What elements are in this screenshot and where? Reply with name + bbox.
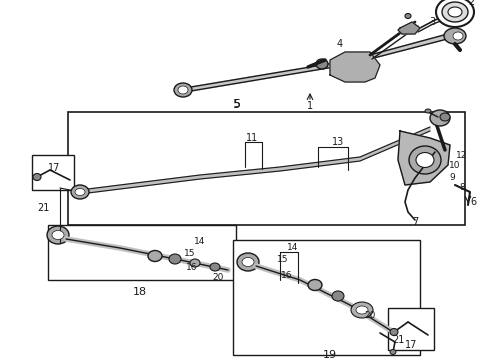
Text: 8: 8	[459, 183, 465, 192]
Text: 10: 10	[449, 162, 461, 171]
Ellipse shape	[308, 279, 322, 291]
Ellipse shape	[52, 230, 64, 239]
Text: 14: 14	[195, 238, 206, 247]
Ellipse shape	[356, 306, 368, 314]
Ellipse shape	[430, 110, 450, 126]
Text: 5: 5	[234, 99, 241, 109]
Ellipse shape	[210, 263, 220, 271]
Ellipse shape	[47, 226, 69, 244]
Ellipse shape	[190, 259, 200, 267]
Text: 19: 19	[323, 350, 337, 360]
Ellipse shape	[169, 254, 181, 264]
Ellipse shape	[148, 251, 162, 261]
Text: 21: 21	[37, 203, 49, 213]
Ellipse shape	[242, 257, 254, 266]
Ellipse shape	[442, 2, 468, 22]
Ellipse shape	[416, 153, 434, 167]
Bar	[68, 112, 465, 225]
Ellipse shape	[405, 13, 411, 18]
Text: 12: 12	[456, 150, 467, 159]
Text: 14: 14	[287, 243, 299, 252]
Ellipse shape	[332, 291, 344, 301]
Ellipse shape	[436, 0, 474, 27]
Text: 6: 6	[470, 197, 476, 207]
Polygon shape	[80, 127, 430, 194]
Text: 11: 11	[246, 133, 258, 143]
Text: 9: 9	[449, 172, 455, 181]
Polygon shape	[330, 52, 380, 82]
Ellipse shape	[425, 109, 431, 113]
Bar	[388, 308, 434, 350]
Polygon shape	[398, 22, 420, 34]
Ellipse shape	[71, 185, 89, 199]
Text: 4: 4	[337, 39, 343, 49]
Text: 18: 18	[133, 287, 147, 297]
Ellipse shape	[75, 189, 85, 195]
Text: 13: 13	[332, 137, 344, 147]
Ellipse shape	[390, 328, 398, 336]
Text: 21: 21	[392, 335, 404, 345]
Ellipse shape	[178, 86, 188, 94]
Text: 16: 16	[186, 262, 198, 271]
Ellipse shape	[453, 32, 463, 40]
Polygon shape	[398, 131, 450, 185]
Ellipse shape	[440, 113, 450, 121]
Text: 1: 1	[307, 101, 313, 111]
Ellipse shape	[237, 253, 259, 271]
Text: 17: 17	[405, 340, 417, 350]
Bar	[233, 240, 420, 355]
Bar	[48, 225, 236, 280]
Ellipse shape	[174, 83, 192, 97]
Text: 20: 20	[364, 311, 376, 320]
Ellipse shape	[316, 59, 328, 69]
Text: 17: 17	[48, 163, 60, 173]
Text: 5: 5	[233, 98, 241, 111]
Ellipse shape	[33, 174, 41, 180]
Bar	[32, 155, 74, 190]
Ellipse shape	[448, 7, 462, 17]
Text: 2: 2	[468, 0, 474, 7]
Text: 3: 3	[429, 17, 435, 27]
Text: 16: 16	[281, 270, 293, 279]
Ellipse shape	[409, 146, 441, 174]
Text: 15: 15	[277, 256, 289, 265]
Ellipse shape	[351, 302, 373, 318]
Text: 7: 7	[412, 217, 418, 227]
Ellipse shape	[390, 350, 396, 355]
Text: 20: 20	[212, 274, 224, 283]
Text: 15: 15	[184, 249, 196, 258]
Ellipse shape	[444, 28, 466, 44]
Polygon shape	[185, 32, 455, 92]
